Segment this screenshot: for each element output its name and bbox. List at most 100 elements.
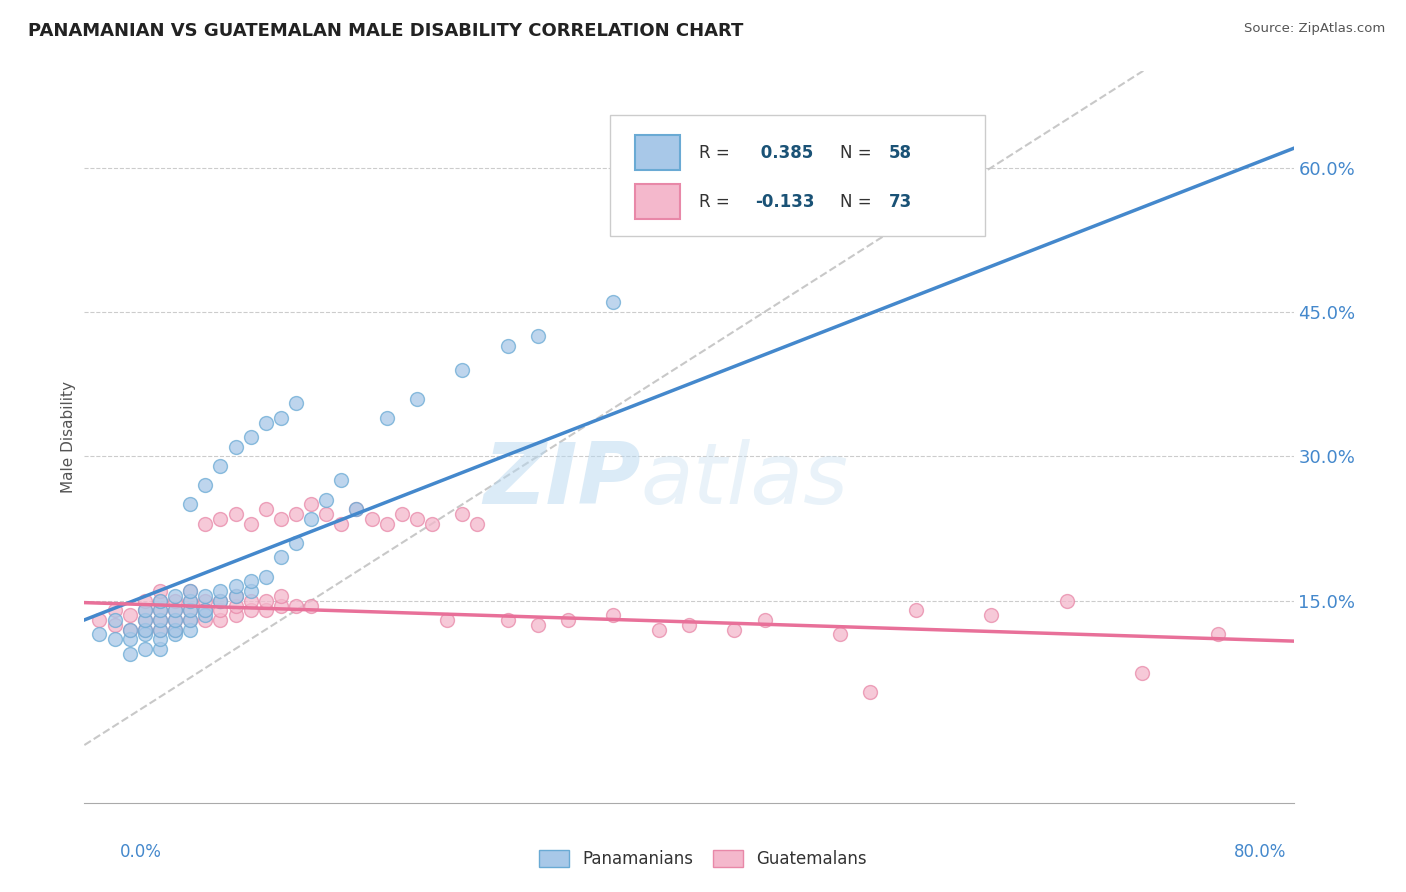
Text: 0.0%: 0.0% xyxy=(120,843,162,861)
Point xyxy=(209,593,232,607)
Point xyxy=(104,613,127,627)
Point xyxy=(270,589,292,603)
Point xyxy=(315,507,337,521)
Point xyxy=(194,593,217,607)
Point xyxy=(179,498,201,512)
Point xyxy=(179,584,201,599)
Point xyxy=(165,623,187,637)
Point xyxy=(149,632,172,647)
Point xyxy=(134,593,156,607)
Point xyxy=(980,608,1002,623)
Text: 0.385: 0.385 xyxy=(755,144,814,161)
Point xyxy=(315,492,337,507)
Point xyxy=(165,603,187,617)
Point xyxy=(225,599,247,613)
Point xyxy=(118,623,141,637)
Text: R =: R = xyxy=(699,193,730,211)
Point xyxy=(254,502,277,516)
Point xyxy=(360,512,382,526)
Point xyxy=(420,516,443,531)
Point xyxy=(270,599,292,613)
Point xyxy=(225,579,247,593)
Point xyxy=(330,516,353,531)
Point xyxy=(467,516,489,531)
Point xyxy=(89,613,111,627)
Point xyxy=(209,593,232,607)
Point xyxy=(270,550,292,565)
Point xyxy=(285,396,308,410)
Point xyxy=(179,613,201,627)
Text: Source: ZipAtlas.com: Source: ZipAtlas.com xyxy=(1244,22,1385,36)
Point xyxy=(602,295,624,310)
Point xyxy=(225,608,247,623)
Point xyxy=(104,603,127,617)
Point xyxy=(1206,627,1229,641)
Point xyxy=(118,647,141,661)
Point xyxy=(149,603,172,617)
Point xyxy=(134,627,156,641)
Point xyxy=(346,502,368,516)
Point xyxy=(830,627,852,641)
Point xyxy=(209,603,232,617)
Point xyxy=(225,507,247,521)
Point xyxy=(239,516,262,531)
Text: 80.0%: 80.0% xyxy=(1234,843,1286,861)
Point xyxy=(496,338,519,352)
Point xyxy=(239,584,262,599)
Point xyxy=(436,613,458,627)
Point xyxy=(285,599,308,613)
Point xyxy=(239,430,262,444)
Point xyxy=(209,584,232,599)
Point xyxy=(149,613,172,627)
Point xyxy=(496,613,519,627)
Point xyxy=(134,623,156,637)
Point xyxy=(209,512,232,526)
Point xyxy=(149,623,172,637)
Point xyxy=(225,440,247,454)
Y-axis label: Male Disability: Male Disability xyxy=(60,381,76,493)
Point xyxy=(149,593,172,607)
Point xyxy=(904,603,927,617)
Point xyxy=(648,623,671,637)
Point xyxy=(754,613,776,627)
Point xyxy=(270,410,292,425)
Point xyxy=(194,613,217,627)
Point xyxy=(194,478,217,492)
Point xyxy=(149,603,172,617)
Point xyxy=(723,623,745,637)
Point xyxy=(254,569,277,583)
Point xyxy=(118,623,141,637)
Point xyxy=(165,589,187,603)
Point xyxy=(134,603,156,617)
Point xyxy=(104,617,127,632)
Point xyxy=(254,603,277,617)
Point xyxy=(165,613,187,627)
Point xyxy=(118,608,141,623)
Point xyxy=(149,623,172,637)
Point xyxy=(194,516,217,531)
Point xyxy=(149,593,172,607)
Point xyxy=(179,623,201,637)
Point xyxy=(165,603,187,617)
Point xyxy=(194,603,217,617)
Point xyxy=(527,329,550,343)
Text: R =: R = xyxy=(699,144,730,161)
Point xyxy=(179,603,201,617)
Point xyxy=(165,593,187,607)
Point xyxy=(134,623,156,637)
Point xyxy=(527,617,550,632)
Text: N =: N = xyxy=(841,144,872,161)
Point xyxy=(165,613,187,627)
Point xyxy=(165,627,187,641)
Point xyxy=(239,603,262,617)
Point xyxy=(299,599,322,613)
Point xyxy=(239,593,262,607)
Point xyxy=(254,416,277,430)
Point xyxy=(179,613,201,627)
Text: 73: 73 xyxy=(889,193,911,211)
Point xyxy=(104,632,127,647)
Point xyxy=(451,507,474,521)
Point xyxy=(270,512,292,526)
Point xyxy=(285,536,308,550)
Point xyxy=(209,458,232,473)
